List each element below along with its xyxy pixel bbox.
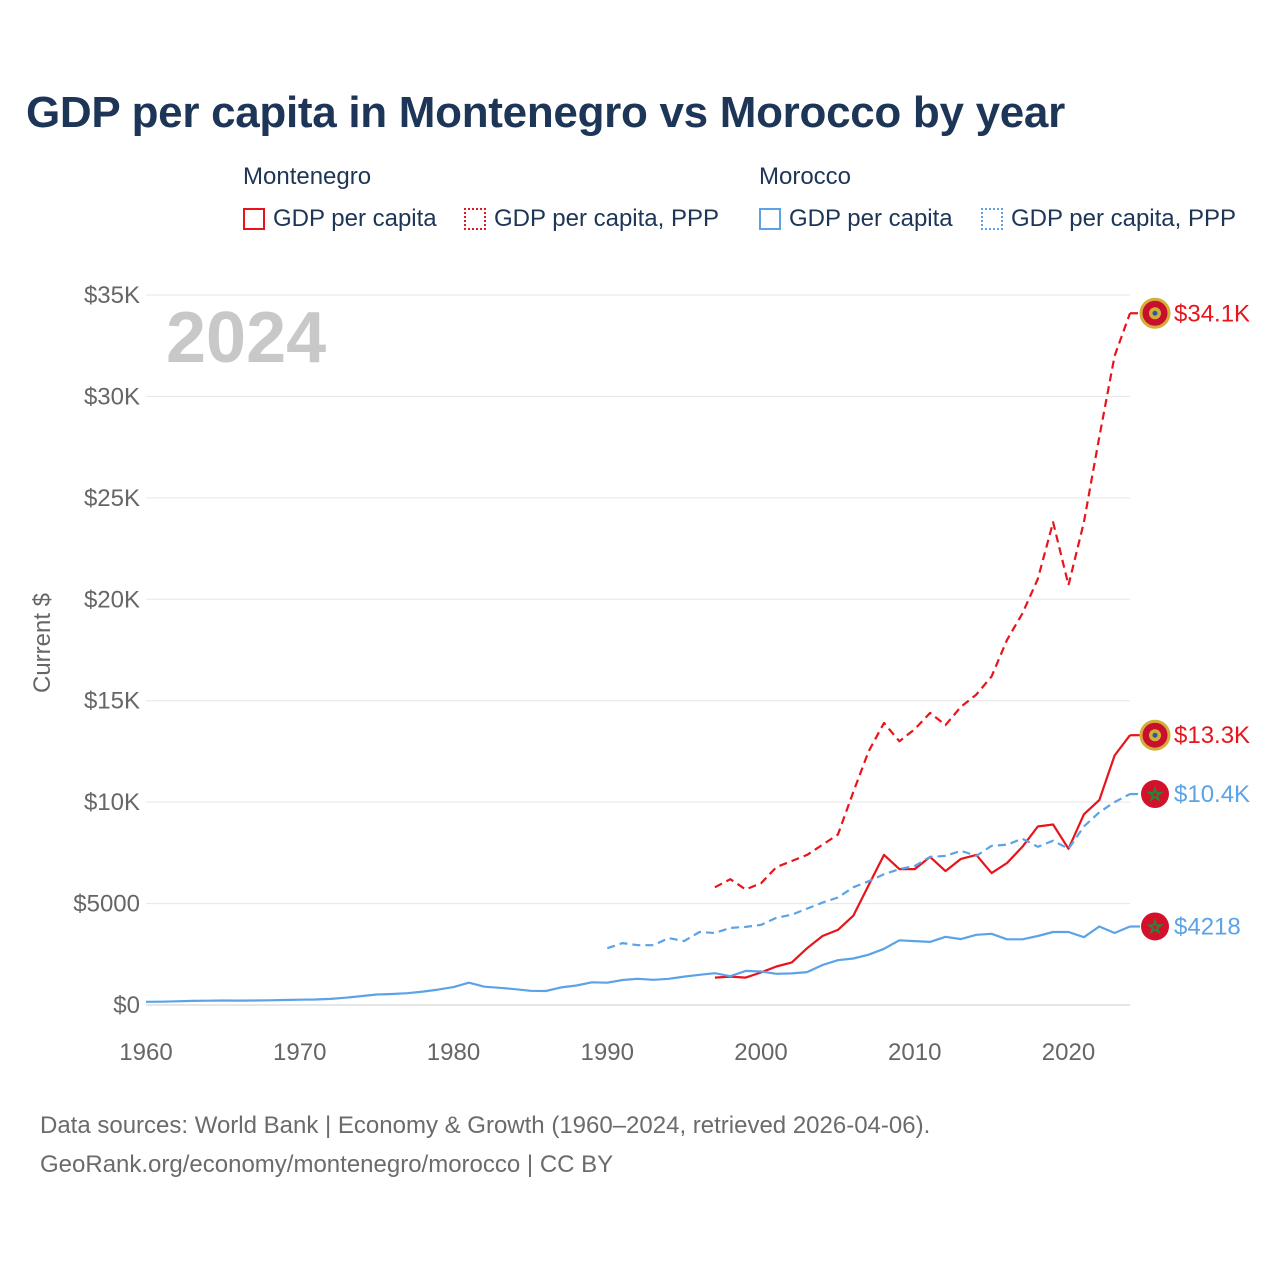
x-tick-label: 1970 xyxy=(273,1039,326,1066)
flag-star: ☆ xyxy=(1147,785,1162,805)
legend-label: GDP per capita, PPP xyxy=(494,205,719,232)
y-tick-label: $30K xyxy=(84,383,140,410)
y-tick-label: $0 xyxy=(113,992,140,1019)
chart-title: GDP per capita in Montenegro vs Morocco … xyxy=(26,88,1065,137)
flag-emblem-center xyxy=(1152,732,1158,738)
legend-group-montenegro: Montenegro xyxy=(243,163,372,190)
legend-item-morocco-gdp[interactable]: GDP per capita xyxy=(759,204,953,234)
legend-swatch-dotted-icon xyxy=(981,208,1003,230)
flag-emblem-center xyxy=(1152,310,1158,316)
source-note: Data sources: World Bank | Economy & Gro… xyxy=(40,1106,930,1184)
legend-label: GDP per capita xyxy=(789,205,953,232)
legend-swatch-solid-icon xyxy=(243,208,265,230)
y-tick-label: $15K xyxy=(84,688,140,715)
x-tick-label: 1980 xyxy=(427,1039,480,1066)
legend-label: GDP per capita, PPP xyxy=(1011,205,1236,232)
legend-swatch-solid-icon xyxy=(759,208,781,230)
legend-item-montenegro-gdp-ppp[interactable]: GDP per capita, PPP xyxy=(464,204,719,234)
series-line-1 xyxy=(714,734,1131,979)
y-tick-label: $35K xyxy=(84,282,140,309)
y-tick-label: $20K xyxy=(84,586,140,613)
year-watermark: 2024 xyxy=(166,298,326,378)
source-line-2: GeoRank.org/economy/montenegro/morocco |… xyxy=(40,1151,614,1178)
x-tick-label: 2000 xyxy=(734,1039,787,1066)
flag-star: ☆ xyxy=(1147,917,1162,937)
y-tick-label: $10K xyxy=(84,789,140,816)
flag-disc xyxy=(1141,912,1169,941)
y-axis-label: Current $ xyxy=(29,593,56,693)
x-tick-label: 1990 xyxy=(581,1039,634,1066)
legend-group-morocco: Morocco xyxy=(759,163,852,190)
morocco-flag-icon: ☆ xyxy=(1141,780,1169,809)
series-line-2 xyxy=(606,793,1131,950)
series-end-label: $34.1K xyxy=(1174,300,1250,327)
legend-item-morocco-gdp-ppp[interactable]: GDP per capita, PPP xyxy=(981,204,1236,234)
legend-swatch-dotted-icon xyxy=(464,208,486,230)
source-line-1: Data sources: World Bank | Economy & Gro… xyxy=(40,1112,931,1139)
series-end-label: $13.3K xyxy=(1174,722,1250,749)
series-end-label: $4218 xyxy=(1174,913,1241,940)
montenegro-flag-icon xyxy=(1139,297,1171,329)
y-tick-label: $5000 xyxy=(73,891,140,918)
series-end-label: $10.4K xyxy=(1174,781,1250,808)
legend-item-montenegro-gdp[interactable]: GDP per capita xyxy=(243,204,437,234)
x-tick-label: 1960 xyxy=(119,1039,172,1066)
morocco-flag-icon: ☆ xyxy=(1141,912,1169,941)
legend-label: GDP per capita xyxy=(273,205,437,232)
x-tick-label: 2020 xyxy=(1042,1039,1095,1066)
y-tick-label: $25K xyxy=(84,485,140,512)
x-tick-label: 2010 xyxy=(888,1039,941,1066)
series-line-0 xyxy=(714,312,1132,891)
flag-disc xyxy=(1141,780,1169,809)
series-line-3 xyxy=(145,925,1131,1003)
montenegro-flag-icon xyxy=(1139,719,1171,751)
